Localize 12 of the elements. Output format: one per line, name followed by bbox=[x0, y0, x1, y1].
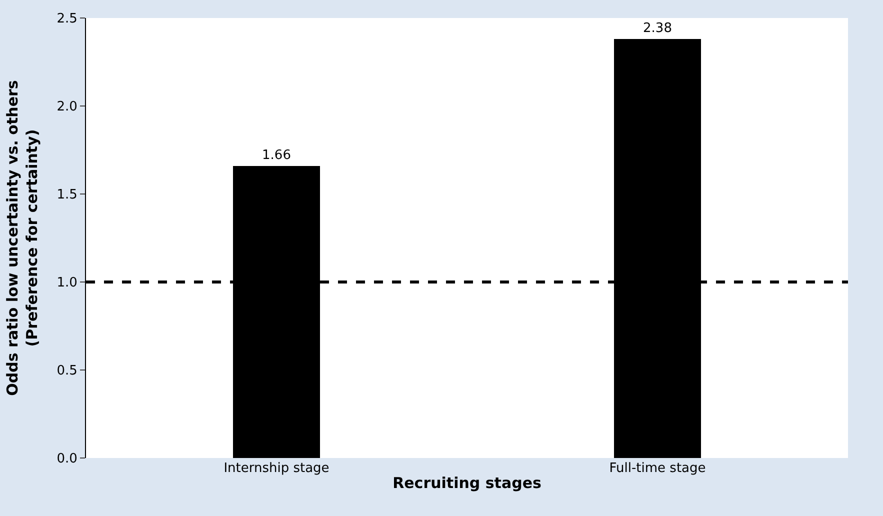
x-tick-label: Internship stage bbox=[224, 461, 330, 476]
y-tick-label: 2.5 bbox=[56, 12, 78, 27]
y-tick-label: 1.5 bbox=[56, 188, 78, 203]
y-tick-label: 1.0 bbox=[56, 276, 78, 291]
y-axis-title: Odds ratio low uncertainty vs. others (Preference for certainty) bbox=[3, 80, 41, 396]
y-tick-label: 0.5 bbox=[56, 364, 78, 379]
x-axis-title: Recruiting stages bbox=[392, 474, 542, 492]
data-label: 2.38 bbox=[643, 21, 672, 36]
y-tick-label: 0.0 bbox=[56, 452, 78, 467]
x-tick-label: Full-time stage bbox=[609, 461, 706, 476]
y-tick-label: 2.0 bbox=[56, 100, 78, 115]
data-label: 1.66 bbox=[262, 148, 291, 163]
